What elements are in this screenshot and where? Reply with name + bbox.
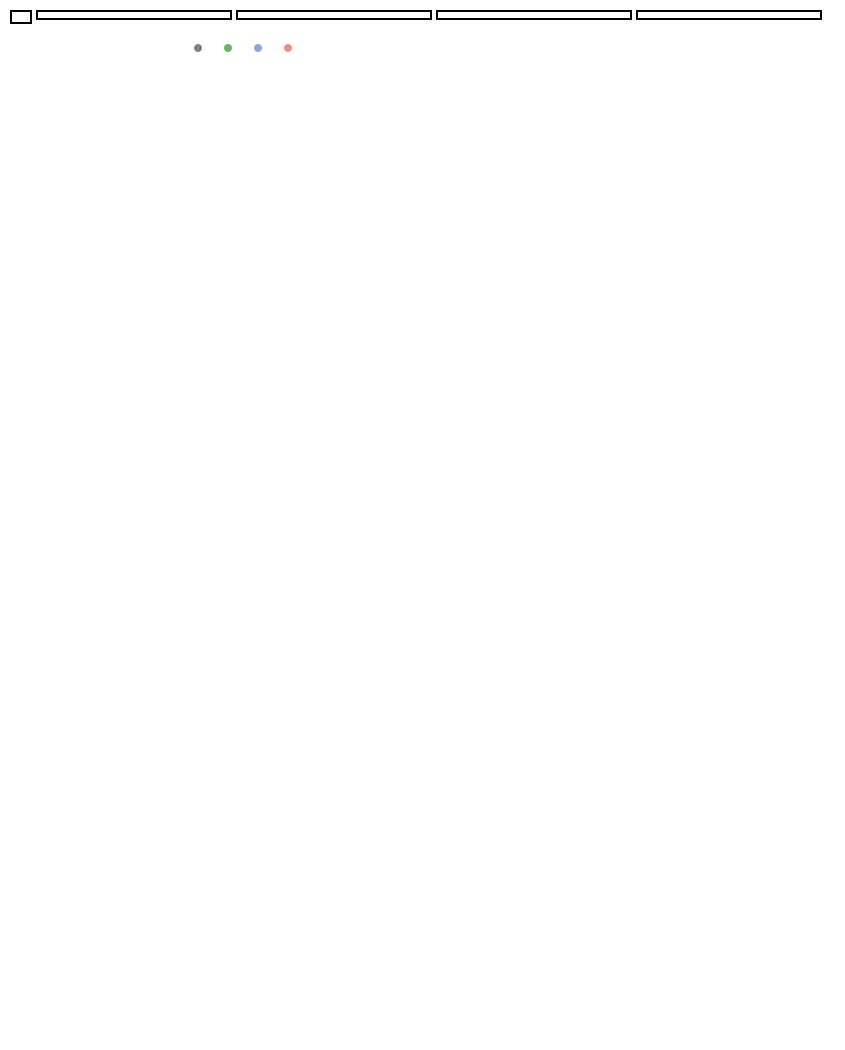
bar-h [448,230,828,380]
col-header-3 [436,10,632,20]
bar-charts [448,42,828,441]
col-headers [36,10,835,20]
figure-root [10,10,835,441]
col-header-1 [36,10,232,20]
legend-p [254,42,266,54]
legend-ns [194,42,206,54]
volcano-plot [10,42,440,441]
volcano-svg [10,54,440,434]
side-label [10,10,32,24]
legend-pf [284,42,296,54]
col-header-4 [636,10,822,20]
grid [36,10,835,24]
bar-g-wrap [448,42,828,228]
legend-fc [224,42,236,54]
bar-g-svg [448,38,828,228]
bar-h-svg [448,230,828,380]
col-header-2 [236,10,432,20]
volcano-legend [10,42,440,54]
microscopy-grid [10,10,835,24]
bar-h-wrap [448,234,828,380]
bottom-row [10,42,835,441]
bar-g [448,38,828,228]
